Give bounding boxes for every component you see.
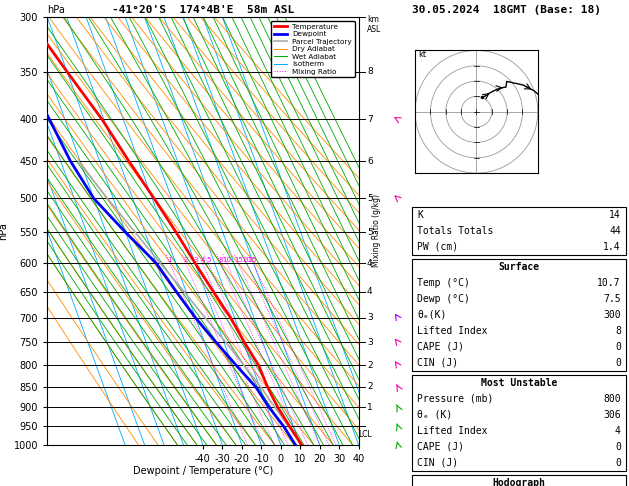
Text: 3: 3 xyxy=(367,313,372,323)
Text: 3: 3 xyxy=(367,338,372,347)
Text: km
ASL: km ASL xyxy=(367,15,381,34)
Text: 0: 0 xyxy=(615,458,621,468)
Text: 3: 3 xyxy=(193,257,198,263)
Text: 4: 4 xyxy=(367,259,372,268)
Text: CIN (J): CIN (J) xyxy=(417,358,458,368)
Text: 5: 5 xyxy=(206,257,210,263)
Text: 6: 6 xyxy=(367,156,372,166)
Text: LCL: LCL xyxy=(359,431,372,439)
Text: 8: 8 xyxy=(367,67,372,76)
Text: 2: 2 xyxy=(367,382,372,391)
Text: -41°20'S  174°4B'E  58m ASL: -41°20'S 174°4B'E 58m ASL xyxy=(112,4,294,15)
Text: CAPE (J): CAPE (J) xyxy=(417,342,464,352)
Text: CAPE (J): CAPE (J) xyxy=(417,442,464,452)
Text: 10.7: 10.7 xyxy=(598,278,621,288)
Text: PW (cm): PW (cm) xyxy=(417,242,458,252)
Text: 8: 8 xyxy=(218,257,223,263)
Text: hPa: hPa xyxy=(47,4,65,15)
Text: θₑ(K): θₑ(K) xyxy=(417,310,447,320)
Text: 0: 0 xyxy=(615,358,621,368)
Text: 5: 5 xyxy=(367,194,372,203)
Text: 30.05.2024  18GMT (Base: 18): 30.05.2024 18GMT (Base: 18) xyxy=(412,4,601,15)
Text: 1: 1 xyxy=(167,257,172,263)
X-axis label: Dewpoint / Temperature (°C): Dewpoint / Temperature (°C) xyxy=(133,467,273,476)
Text: 800: 800 xyxy=(603,394,621,404)
Text: Most Unstable: Most Unstable xyxy=(481,378,557,388)
Text: Pressure (mb): Pressure (mb) xyxy=(417,394,493,404)
Text: 1.4: 1.4 xyxy=(603,242,621,252)
Text: 44: 44 xyxy=(609,226,621,236)
Text: Dewp (°C): Dewp (°C) xyxy=(417,294,470,304)
Text: Mixing Ratio (g/kg): Mixing Ratio (g/kg) xyxy=(372,194,381,267)
Text: 7: 7 xyxy=(367,115,372,124)
Text: θₑ (K): θₑ (K) xyxy=(417,410,452,420)
Text: 0: 0 xyxy=(615,342,621,352)
Text: 8: 8 xyxy=(615,326,621,336)
Text: 7.5: 7.5 xyxy=(603,294,621,304)
Text: 14: 14 xyxy=(609,209,621,220)
Text: 25: 25 xyxy=(249,257,258,263)
Text: 0: 0 xyxy=(615,442,621,452)
Text: kt: kt xyxy=(418,50,426,59)
Text: 20: 20 xyxy=(242,257,251,263)
Text: K: K xyxy=(417,209,423,220)
Legend: Temperature, Dewpoint, Parcel Trajectory, Dry Adiabat, Wet Adiabat, Isotherm, Mi: Temperature, Dewpoint, Parcel Trajectory… xyxy=(270,20,355,77)
Text: 1: 1 xyxy=(367,403,372,412)
Text: 300: 300 xyxy=(603,310,621,320)
Text: 4: 4 xyxy=(615,426,621,436)
Text: CIN (J): CIN (J) xyxy=(417,458,458,468)
Text: Lifted Index: Lifted Index xyxy=(417,426,487,436)
Text: 2: 2 xyxy=(367,361,372,370)
Text: Totals Totals: Totals Totals xyxy=(417,226,493,236)
Text: 15: 15 xyxy=(234,257,243,263)
Text: Lifted Index: Lifted Index xyxy=(417,326,487,336)
Text: Surface: Surface xyxy=(498,261,540,272)
Y-axis label: hPa: hPa xyxy=(0,222,8,240)
Text: 306: 306 xyxy=(603,410,621,420)
Text: Temp (°C): Temp (°C) xyxy=(417,278,470,288)
Text: Hodograph: Hodograph xyxy=(493,478,545,486)
Text: 5: 5 xyxy=(367,228,372,237)
Text: 4: 4 xyxy=(200,257,204,263)
Text: 2: 2 xyxy=(183,257,187,263)
Text: 4: 4 xyxy=(367,287,372,296)
Text: 10: 10 xyxy=(222,257,231,263)
